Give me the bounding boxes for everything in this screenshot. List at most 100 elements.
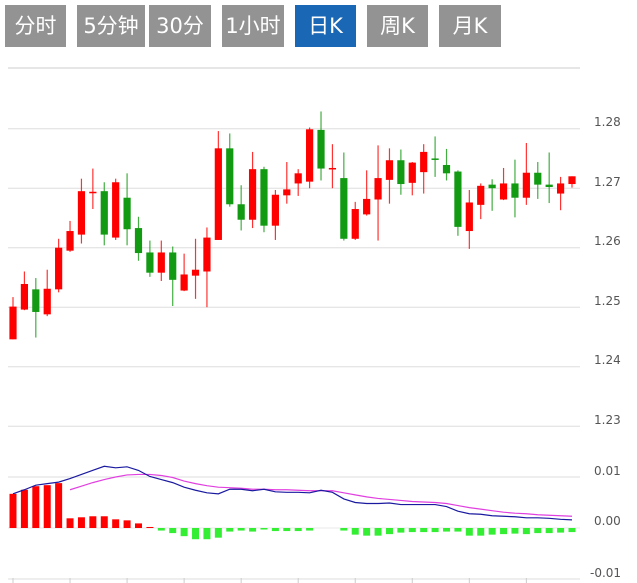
candle-up	[283, 189, 291, 196]
macd-bar	[260, 528, 268, 530]
candle-down	[100, 191, 108, 235]
macd-bar	[465, 528, 473, 536]
macd-bar	[157, 528, 165, 531]
candle-down	[340, 178, 348, 239]
macd-bar	[557, 528, 565, 533]
macd-bar	[363, 528, 371, 536]
candle-up	[66, 231, 74, 251]
macd-bar	[477, 528, 485, 536]
candle-up	[214, 148, 222, 240]
macd-bar	[500, 528, 508, 535]
y-tick-label: 1.23	[594, 413, 621, 427]
candle-up	[556, 183, 565, 194]
candle-down	[32, 289, 40, 312]
macd-bar	[134, 523, 142, 528]
macd-bar	[203, 528, 211, 540]
candle-down	[237, 204, 245, 220]
tab-daily-k[interactable]: 日K	[295, 5, 356, 47]
macd-bar	[237, 528, 245, 531]
macd-bar	[545, 528, 553, 534]
macd-bar	[226, 528, 234, 532]
macd-bar	[180, 528, 188, 537]
macd-bar	[271, 528, 279, 532]
candle-up	[203, 237, 211, 272]
macd-bar	[568, 528, 576, 533]
candle-up	[157, 252, 165, 273]
candle-down	[511, 183, 519, 198]
y-tick-label: 1.24	[594, 353, 621, 367]
candle-up	[43, 288, 51, 315]
macd-bar	[408, 528, 416, 533]
candle-down	[317, 129, 325, 169]
candle-down	[134, 228, 143, 254]
dif-line	[12, 465, 573, 521]
macd-bar	[192, 528, 200, 540]
tab-monthly-k[interactable]: 月K	[439, 5, 501, 47]
y-tick-label: 1.28	[594, 115, 621, 129]
candle-up	[20, 283, 29, 310]
candle-up	[385, 160, 394, 180]
candle-up	[408, 162, 416, 183]
candle-up	[477, 185, 485, 205]
tab-5min[interactable]: 5分钟	[77, 5, 145, 47]
candle-up	[351, 209, 359, 239]
macd-bar	[214, 528, 222, 538]
macd-bar	[385, 528, 393, 535]
macd-bar	[146, 526, 154, 528]
candle-up	[568, 176, 576, 185]
tab-30min[interactable]: 30分钟	[149, 5, 211, 80]
tab-weekly-k[interactable]: 周K	[367, 5, 428, 47]
macd-bar	[77, 517, 85, 528]
y-tick-label: 1.25	[594, 294, 621, 308]
macd-bar	[249, 528, 257, 532]
candle-up	[522, 172, 530, 198]
candle-down	[397, 160, 405, 185]
tab-1hour[interactable]: 1小时	[222, 5, 284, 47]
candle-up	[363, 198, 371, 215]
macd-bar	[522, 528, 530, 535]
y-tick-label: 1.27	[594, 175, 621, 189]
macd-bar	[397, 528, 405, 533]
candle-down	[488, 184, 496, 189]
candle-down	[169, 252, 177, 280]
macd-bar	[443, 528, 451, 532]
macd-bar	[112, 519, 120, 528]
candle-up	[306, 129, 314, 182]
candle-down	[431, 158, 439, 160]
candle-up	[328, 167, 337, 170]
tab-timeshare[interactable]: 分时线	[5, 5, 66, 80]
macd-bar	[488, 528, 496, 535]
macd-bar	[454, 528, 462, 532]
macd-bar	[32, 486, 40, 528]
macd-bar	[534, 528, 542, 534]
candle-down	[123, 197, 131, 230]
macd-bar	[123, 520, 131, 528]
dea-line	[69, 473, 573, 517]
candle-up	[55, 247, 63, 290]
macd-bar	[351, 528, 359, 535]
macd-bar	[374, 528, 382, 536]
candle-up	[294, 173, 302, 184]
macd-bar	[89, 516, 97, 528]
candle-up	[77, 191, 86, 235]
candle-up	[180, 274, 188, 291]
candle-up	[465, 202, 473, 232]
candle-up	[420, 151, 428, 173]
macd-bar	[306, 528, 314, 531]
macd-bar	[20, 489, 28, 528]
y-tick-label: 1.26	[594, 234, 621, 248]
macd-bar	[294, 528, 302, 532]
macd-bar	[283, 528, 291, 532]
candle-down	[454, 171, 462, 227]
macd-bar	[66, 518, 74, 528]
candle-up	[89, 191, 97, 194]
macd-bar	[100, 516, 108, 528]
candle-up	[271, 194, 279, 226]
candle-up	[248, 169, 257, 220]
macd-bar	[340, 528, 348, 531]
macd-bar	[431, 528, 439, 533]
candle-up	[374, 178, 382, 200]
candle-up	[191, 269, 200, 276]
macd-bar	[43, 485, 51, 528]
